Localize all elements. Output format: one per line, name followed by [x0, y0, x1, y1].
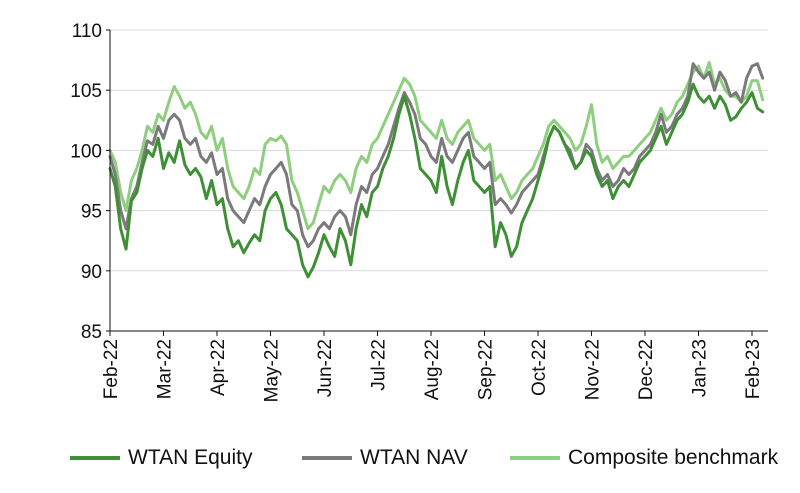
y-tick-label: 95 — [81, 202, 102, 223]
y-tick-label: 100 — [70, 141, 102, 162]
series-line-composite-benchmark — [108, 61, 765, 231]
legend-swatch-composite-benchmark — [510, 456, 560, 460]
x-tick-label: Dec-22 — [636, 339, 657, 400]
x-tick-label: Apr-22 — [208, 339, 229, 396]
x-tick-labels: Feb-22 Mar-22 Apr-22 May-22 Jun-22 Jul-22 Aug-… — [101, 339, 764, 402]
axes — [106, 29, 768, 336]
legend: WTAN Equity WTAN NAV Composite benchmark — [0, 440, 800, 476]
x-tick-label: Jan-23 — [690, 339, 711, 397]
x-tick-label: Sep-22 — [476, 339, 497, 400]
x-tick-label: May-22 — [262, 339, 283, 402]
legend-label-wtan-equity: WTAN Equity — [128, 446, 253, 469]
x-tick-label: Feb-23 — [743, 339, 764, 399]
legend-label-composite-benchmark: Composite benchmark — [568, 446, 779, 469]
x-tick-label: Jun-22 — [315, 339, 336, 397]
y-tick-label: 85 — [81, 322, 102, 343]
x-tick-label: Aug-22 — [422, 339, 443, 400]
y-tick-label: 90 — [81, 262, 102, 283]
legend-label-wtan-nav: WTAN NAV — [360, 446, 468, 469]
series-line-wtan-equity — [108, 82, 765, 279]
legend-item-wtan-nav: WTAN NAV — [302, 440, 468, 476]
series-lines — [108, 61, 765, 279]
legend-item-wtan-equity: WTAN Equity — [70, 440, 252, 476]
series-line-wtan-nav — [108, 62, 765, 249]
x-tick-label: Oct-22 — [529, 339, 550, 396]
line-chart: 85 90 95 100 105 110 Feb-22 Mar-22 Apr-22 May-22… — [70, 21, 768, 402]
x-tick-label: Feb-22 — [101, 339, 122, 399]
legend-swatch-wtan-nav — [302, 456, 352, 460]
legend-item-composite-benchmark: Composite benchmark — [510, 440, 778, 476]
x-tick-label: Mar-22 — [155, 339, 176, 399]
y-tick-labels: 85 90 95 100 105 110 — [70, 21, 102, 343]
y-tick-label: 105 — [70, 81, 102, 102]
y-tick-label: 110 — [72, 21, 102, 42]
x-tick-label: Jul-22 — [369, 339, 390, 391]
x-tick-label: Nov-22 — [583, 339, 604, 400]
legend-swatch-wtan-equity — [70, 456, 120, 460]
